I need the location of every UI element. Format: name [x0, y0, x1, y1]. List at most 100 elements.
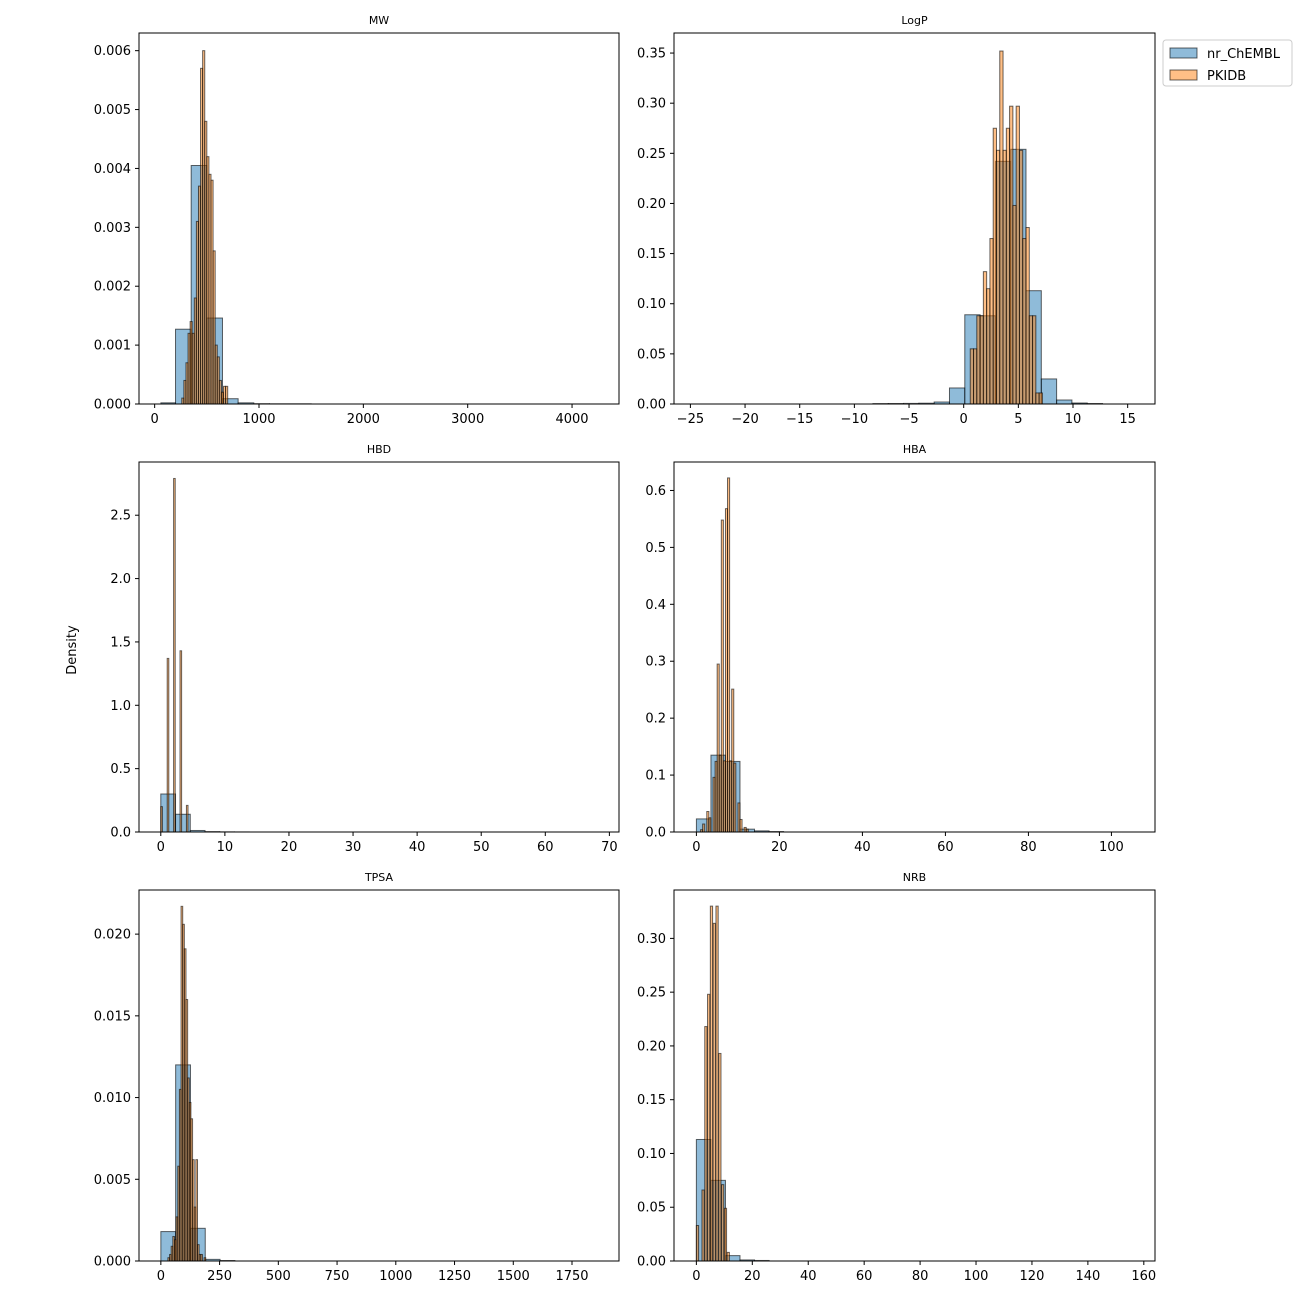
bars-nrb [695, 905, 770, 1261]
panel-title: HBD [367, 443, 391, 456]
x-tick-label: 140 [1075, 1269, 1100, 1284]
y-tick-label: 0.4 [645, 598, 666, 613]
x-tick-label: 1250 [438, 1269, 471, 1284]
y-tick-label: 0.05 [637, 1201, 666, 1216]
y-tick-label: 0.015 [94, 1009, 131, 1024]
x-tick-label: 2000 [347, 412, 380, 427]
shared-y-axis-label: Density [65, 625, 80, 675]
histogram-bar [1038, 392, 1043, 404]
bars-hba [695, 477, 785, 832]
y-tick-label: 0.30 [637, 97, 666, 112]
x-tick-label: 750 [325, 1269, 350, 1284]
series-pkidb [969, 50, 1043, 404]
x-tick-label: 40 [800, 1269, 817, 1284]
x-tick-label: 10 [217, 840, 234, 855]
x-tick-label: 70 [601, 840, 618, 855]
y-tick-label: 1.0 [110, 699, 131, 714]
x-tick-label: 60 [937, 840, 954, 855]
panel-title: NRB [903, 871, 926, 884]
histogram-bar [695, 1225, 700, 1261]
histogram-bar [212, 250, 216, 404]
x-tick-label: −10 [841, 412, 868, 427]
x-tick-label: 4000 [555, 412, 588, 427]
y-tick-label: 0.05 [637, 347, 666, 362]
histogram-bar [701, 1189, 705, 1261]
x-tick-label: 100 [1099, 840, 1124, 855]
axes-frame [138, 32, 620, 405]
histogram-bar [727, 477, 731, 832]
y-tick-label: 0.3 [645, 655, 666, 670]
histogram-bar [718, 1052, 722, 1261]
y-tick-label: 0.30 [637, 932, 666, 947]
histogram-bar [173, 477, 176, 832]
y-tick-label: 2.0 [110, 572, 131, 587]
y-tick-label: 0.2 [645, 712, 666, 727]
histogram-bar [1032, 315, 1037, 404]
panel-title: LogP [901, 14, 928, 27]
series-pkidb [160, 477, 189, 832]
y-tick-label: 0.001 [94, 339, 131, 354]
histogram-bar [1040, 378, 1058, 404]
panel-title: MW [369, 14, 389, 27]
y-tick-label: 1.5 [110, 635, 131, 650]
panel-hbd: HBD 0 10 20 30 40 50 60 70 0.0 0.5 1.0 1.5 2.0 2.5 [110, 443, 620, 855]
x-tick-label: 500 [266, 1269, 291, 1284]
histogram-bar [166, 657, 170, 832]
y-tick-label: 0.15 [637, 1093, 666, 1108]
histogram-bar [745, 828, 749, 832]
x-tick-label: −25 [677, 412, 704, 427]
x-tick-label: 20 [281, 840, 298, 855]
x-tick-label: 3000 [451, 412, 484, 427]
legend-label: nr_ChEMBL [1207, 47, 1281, 62]
x-tick-label: 80 [912, 1269, 929, 1284]
x-tick-label: −15 [786, 412, 813, 427]
x-tick-label: 40 [854, 840, 871, 855]
y-tick-label: 0.10 [637, 297, 666, 312]
histogram-bar [726, 1251, 730, 1261]
y-tick-label: 0.00 [637, 398, 666, 413]
y-tick-label: 2.5 [110, 509, 131, 524]
histogram-bar [737, 802, 741, 832]
histogram-bar [739, 818, 743, 832]
histogram-bar [708, 817, 712, 832]
x-tick-label: 20 [744, 1269, 761, 1284]
panel-title: HBA [903, 443, 927, 456]
panel-hba: HBA 0 20 40 60 80 100 0.0 0.1 0.2 0.3 0.4 0.5 0.6 [645, 443, 1156, 855]
legend-swatch [1169, 47, 1198, 59]
x-tick-label: 15 [1119, 412, 1136, 427]
y-tick-label: 0.002 [94, 280, 131, 295]
x-tick-label: 250 [207, 1269, 232, 1284]
histogram-bar [185, 804, 189, 832]
y-tick-label: 0.010 [94, 1091, 131, 1106]
y-tick-label: 0.0 [110, 826, 131, 841]
series-pkidb [167, 905, 207, 1261]
panel-nrb: NRB 0 20 40 60 80 100 120 140 160 0.00 0.05 0.10 0.15… [637, 871, 1156, 1284]
x-tick-label: 0 [157, 840, 165, 855]
histogram-bar [203, 1257, 207, 1261]
x-tick-label: 40 [409, 840, 426, 855]
series-pkidb [695, 905, 730, 1261]
bars-logp [872, 50, 1104, 404]
legend-swatch [1169, 69, 1198, 81]
x-tick-label: 5 [1014, 412, 1022, 427]
x-tick-label: 1000 [242, 412, 275, 427]
x-tick-label: 120 [1020, 1269, 1045, 1284]
histogram-bar [723, 1207, 728, 1261]
y-tick-label: 0.20 [637, 1039, 666, 1054]
series-pkidb [181, 50, 229, 404]
y-tick-label: 0.1 [645, 769, 666, 784]
y-tick-label: 0.003 [94, 221, 131, 236]
x-tick-label: 160 [1131, 1269, 1156, 1284]
axes-frame [138, 889, 620, 1262]
x-tick-label: 80 [1020, 840, 1037, 855]
panel-mw: MW 0 1000 2000 3000 4000 0.000 0.001 0.002 0.003 0… [94, 14, 620, 427]
x-tick-label: 100 [964, 1269, 989, 1284]
x-tick-label: 0 [157, 1269, 165, 1284]
y-tick-label: 0.5 [110, 762, 131, 777]
panel-logp: LogP −25 −20 −15 −10 −5 0 5 10 15 0.00 0.05 0.10 0.15… [637, 14, 1156, 427]
panel-title: TPSA [364, 871, 394, 884]
histogram-bar [707, 993, 711, 1261]
histogram-bar [948, 387, 966, 404]
x-tick-label: 1000 [379, 1269, 412, 1284]
